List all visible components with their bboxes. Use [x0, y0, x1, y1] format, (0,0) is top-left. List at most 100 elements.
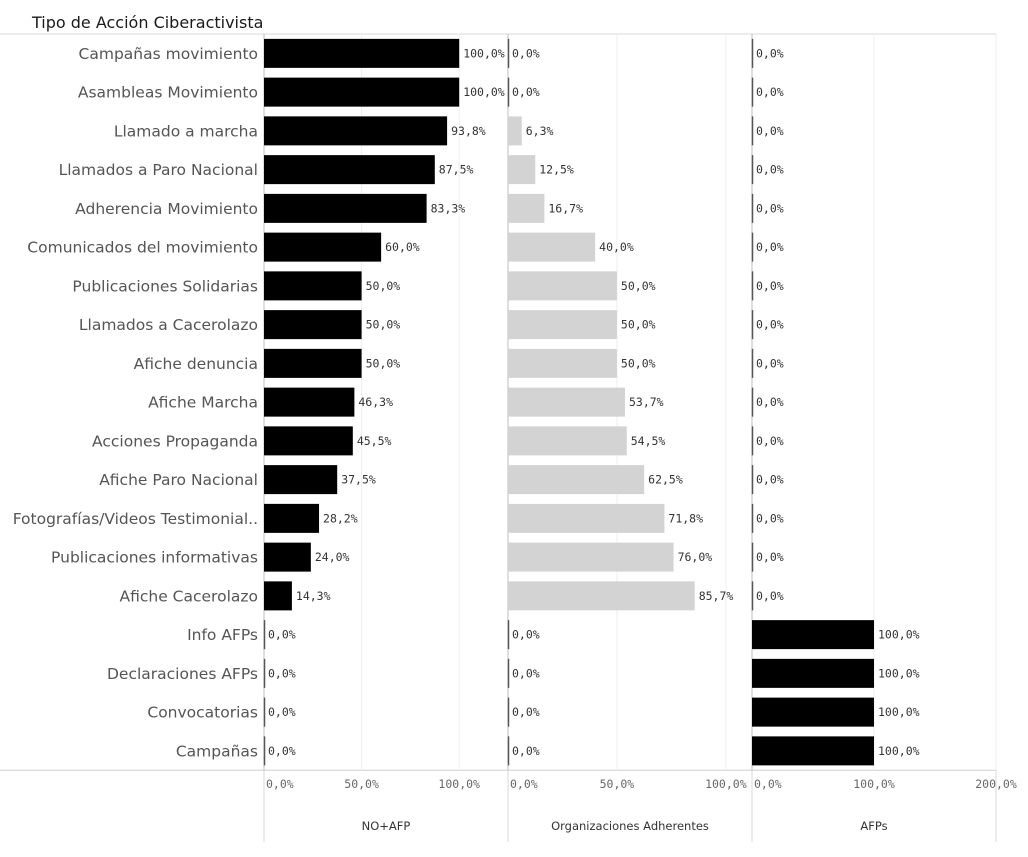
data-label: 50,0% — [621, 356, 656, 370]
data-label: 37,5% — [341, 473, 376, 487]
data-label: 0,0% — [512, 628, 540, 642]
bar — [264, 426, 353, 456]
bar — [264, 77, 460, 107]
category-label: Info AFPs — [187, 626, 258, 644]
axis-tick-label: 0,0% — [754, 777, 782, 791]
data-label: 83,3% — [431, 201, 466, 215]
bar — [264, 232, 382, 262]
category-label: Fotografías/Videos Testimonial.. — [13, 510, 258, 528]
data-label: 0,0% — [756, 589, 784, 603]
data-label: 0,0% — [756, 163, 784, 177]
bar — [752, 658, 874, 688]
category-label: Asambleas Movimiento — [78, 84, 258, 102]
axis-tick-label: 0,0% — [266, 777, 294, 791]
data-label: 0,0% — [512, 744, 540, 758]
bars — [263, 38, 874, 766]
bar — [264, 38, 460, 68]
data-label: 0,0% — [756, 511, 784, 525]
data-label: 0,0% — [512, 666, 540, 680]
panel-axis-title: AFPs — [860, 819, 887, 833]
category-label: Adherencia Movimiento — [75, 200, 258, 218]
bar — [508, 193, 545, 223]
data-label: 0,0% — [756, 85, 784, 99]
data-label: 0,0% — [756, 550, 784, 564]
data-label: 85,7% — [699, 589, 734, 603]
data-label: 0,0% — [512, 46, 540, 60]
bar — [264, 581, 292, 611]
bar — [264, 387, 355, 417]
category-label: Declaraciones AFPs — [107, 665, 258, 683]
bar — [508, 542, 674, 572]
data-label: 93,8% — [451, 124, 486, 138]
data-label: 62,5% — [648, 473, 683, 487]
bar — [752, 620, 874, 650]
category-label: Afiche denuncia — [134, 355, 258, 373]
axis-tick-label: 0,0% — [510, 777, 538, 791]
data-label: 53,7% — [629, 395, 664, 409]
bar — [508, 310, 617, 340]
data-label: 0,0% — [756, 46, 784, 60]
data-label: 100,0% — [878, 705, 920, 719]
data-label: 50,0% — [366, 356, 401, 370]
data-label: 14,3% — [296, 589, 331, 603]
category-label: Publicaciones Solidarias — [72, 277, 258, 295]
data-label: 50,0% — [621, 318, 656, 332]
data-label: 87,5% — [439, 163, 474, 177]
bar — [264, 271, 362, 301]
bar — [508, 465, 645, 495]
bar — [508, 232, 596, 262]
bar — [264, 465, 338, 495]
data-label: 100,0% — [878, 666, 920, 680]
data-label: 46,3% — [358, 395, 393, 409]
category-label: Llamados a Cacerolazo — [79, 316, 258, 334]
category-label: Campañas movimiento — [79, 45, 258, 63]
data-label: 0,0% — [756, 279, 784, 293]
data-label: 100,0% — [878, 744, 920, 758]
axis-tick-label: 100,0% — [853, 777, 895, 791]
category-label: Afiche Marcha — [148, 394, 258, 412]
bar — [264, 193, 427, 223]
bar — [508, 271, 617, 301]
data-label: 50,0% — [366, 318, 401, 332]
category-label: Comunicados del movimiento — [27, 239, 258, 257]
axis-tick-label: 100,0% — [705, 777, 747, 791]
category-label: Llamados a Paro Nacional — [59, 161, 258, 179]
data-label: 0,0% — [512, 705, 540, 719]
data-label: 100,0% — [463, 46, 505, 60]
bar — [508, 426, 627, 456]
data-label: 0,0% — [512, 85, 540, 99]
data-label: 100,0% — [463, 85, 505, 99]
bar — [508, 503, 665, 533]
data-label: 71,8% — [668, 511, 703, 525]
data-label: 0,0% — [268, 744, 296, 758]
category-label: Campañas — [176, 742, 258, 760]
axis-tick-label: 50,0% — [344, 777, 379, 791]
axis-tick-label: 50,0% — [600, 777, 635, 791]
data-label: 50,0% — [621, 279, 656, 293]
bar — [508, 155, 536, 185]
data-label: 28,2% — [323, 511, 358, 525]
data-label: 50,0% — [366, 279, 401, 293]
category-label: Convocatorias — [147, 704, 258, 722]
data-label: 54,5% — [631, 434, 666, 448]
data-label: 0,0% — [756, 434, 784, 448]
chart-title: Tipo de Acción Ciberactivista — [31, 13, 263, 32]
panel-axis-title: Organizaciones Adherentes — [551, 819, 709, 833]
bar — [508, 348, 617, 378]
bar — [264, 155, 435, 185]
data-label: 0,0% — [756, 201, 784, 215]
bar — [508, 387, 625, 417]
data-label: 0,0% — [756, 473, 784, 487]
data-label: 0,0% — [756, 124, 784, 138]
data-label: 0,0% — [756, 356, 784, 370]
bar — [752, 736, 874, 766]
bar — [264, 116, 448, 146]
data-label: 45,5% — [357, 434, 392, 448]
labels: Campañas movimiento Asambleas Movimiento L… — [13, 45, 1017, 833]
data-label: 0,0% — [756, 395, 784, 409]
bar — [752, 697, 874, 727]
data-label: 24,0% — [315, 550, 350, 564]
category-label: Publicaciones informativas — [51, 549, 258, 567]
data-label: 12,5% — [539, 163, 574, 177]
